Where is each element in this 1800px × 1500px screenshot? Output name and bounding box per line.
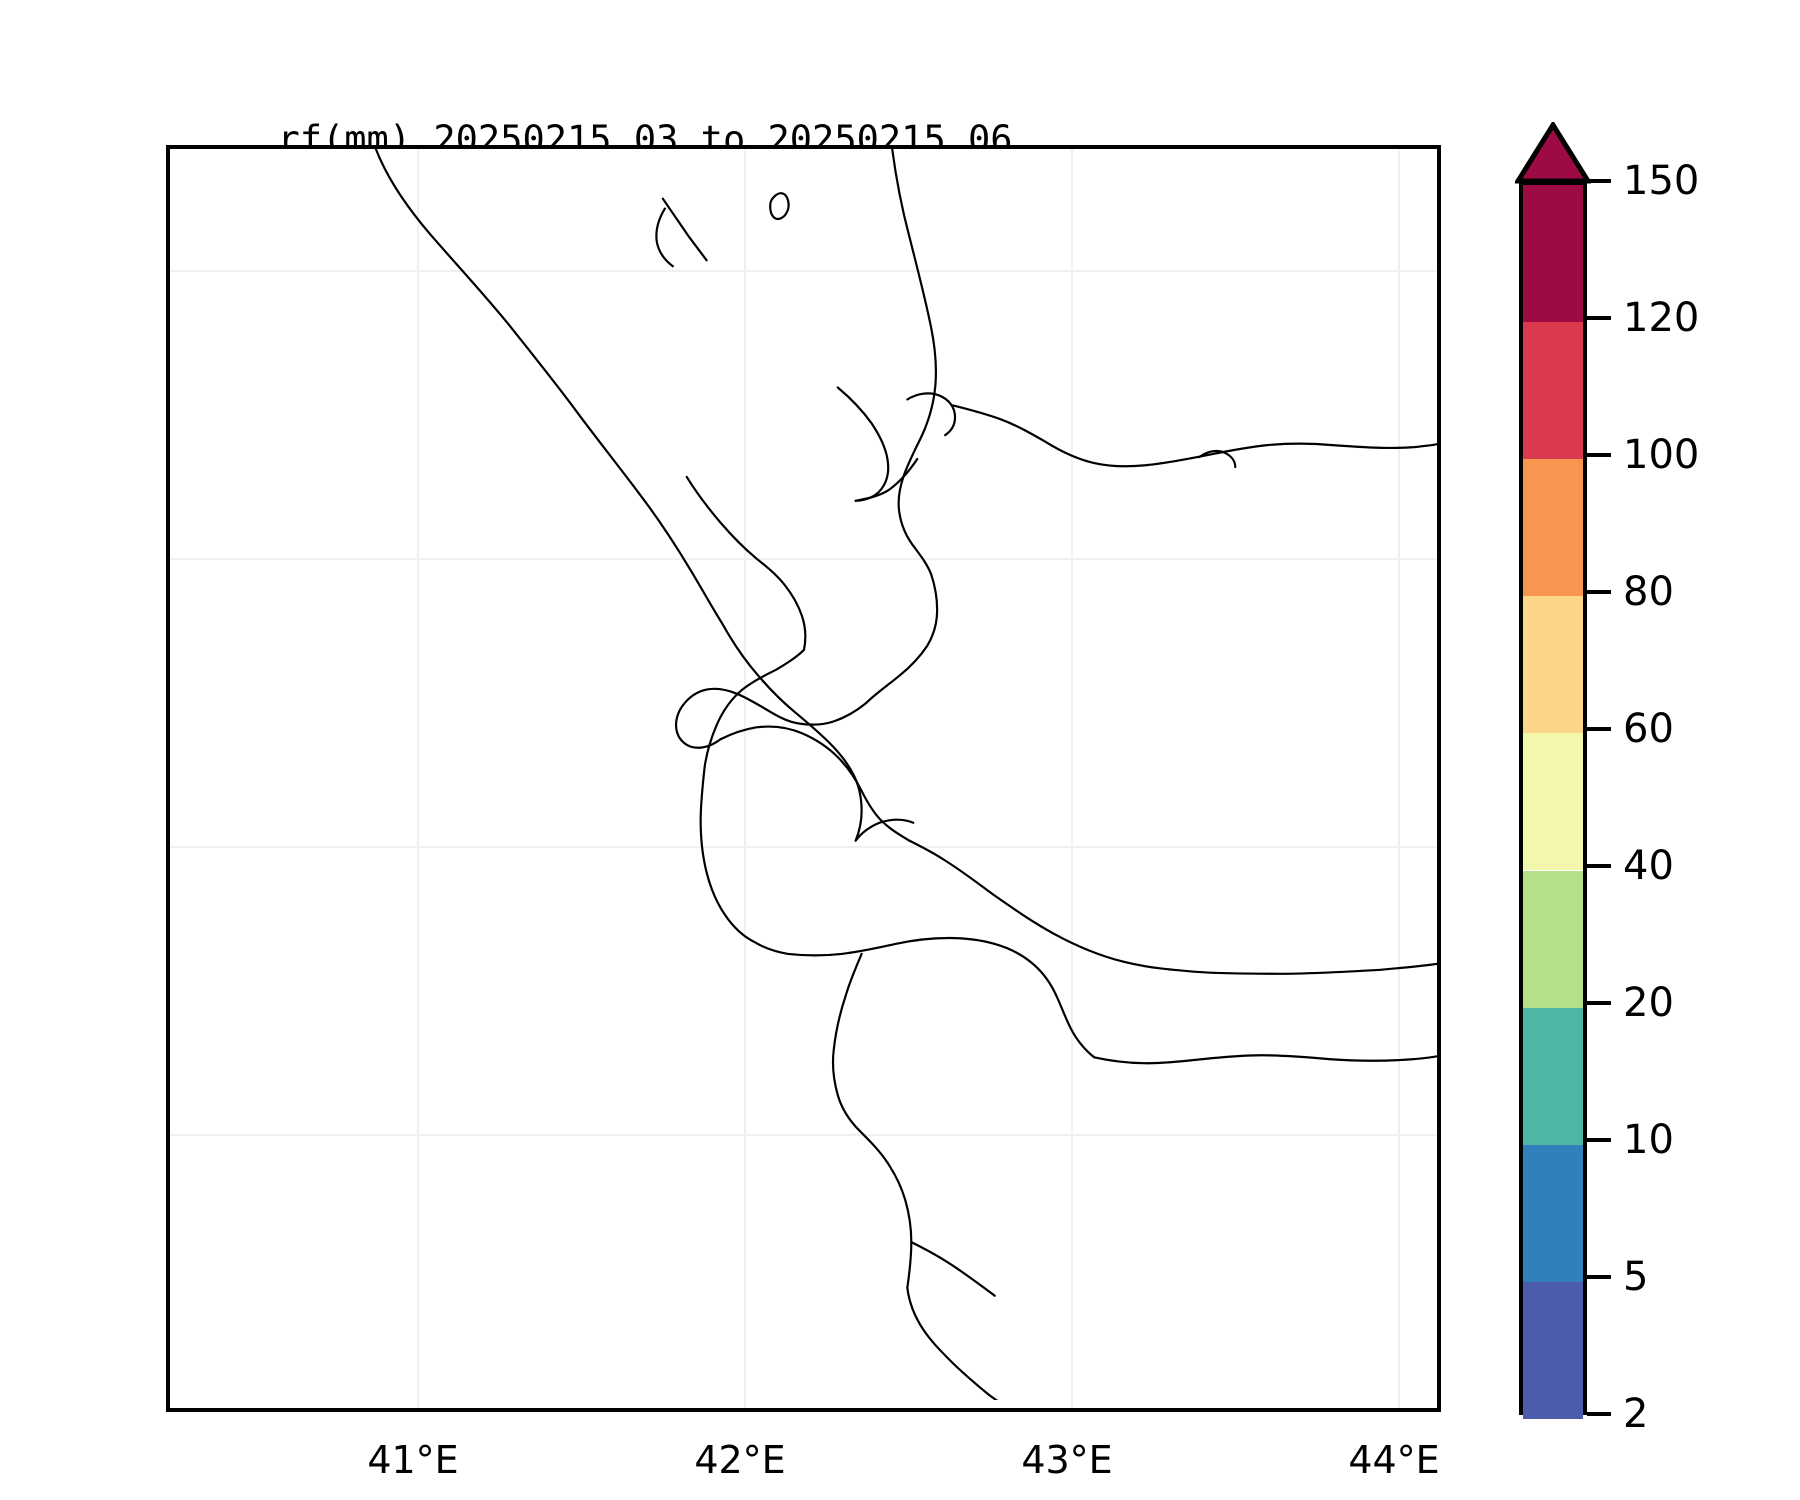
border-ethiopia-djibouti-south	[786, 936, 996, 957]
gridline-lat-11	[170, 846, 1437, 848]
gridline-lat-13	[170, 270, 1437, 272]
x-tick-label-42E: 42°E	[694, 1438, 786, 1482]
colorbar-segment-80-100	[1523, 459, 1583, 597]
colorbar-segment-60-80	[1523, 596, 1583, 734]
colorbar[interactable]	[1519, 181, 1587, 1419]
coastline-bab-el-mandeb	[891, 149, 938, 576]
coastline-assab	[854, 457, 919, 502]
colorbar-label-100: 100	[1623, 432, 1700, 478]
coastline-detail-inlet	[655, 207, 674, 268]
border-ethiopia-djibouti-north	[703, 648, 806, 769]
colorbar-label-80: 80	[1623, 569, 1674, 615]
colorbar-label-10: 10	[1623, 1117, 1674, 1163]
colorbar-segment-5-10	[1523, 1144, 1583, 1282]
coastline-arabian-inlet-1	[906, 392, 957, 437]
colorbar-label-60: 60	[1623, 706, 1674, 752]
colorbar-tick-10	[1587, 1138, 1611, 1142]
colorbar-tick-100	[1587, 453, 1611, 457]
colorbar-tick-60	[1587, 727, 1611, 731]
colorbar-tick-20	[1587, 1001, 1611, 1005]
coastline-overlay	[374, 149, 1437, 1401]
x-tick-label-41E: 41°E	[367, 1438, 459, 1482]
border-somaliland-east-arc	[1093, 1054, 1437, 1065]
border-ethiopia-djibouti-west	[699, 766, 790, 956]
gridline-lat-12	[170, 558, 1437, 560]
colorbar-label-120: 120	[1623, 295, 1700, 341]
colorbar-segment-2-5	[1523, 1281, 1583, 1419]
border-ethiopia-eritrea	[685, 475, 807, 651]
gridline-lon-41	[417, 149, 419, 1408]
coastline-gulf-of-aden	[908, 839, 1437, 975]
border-djibouti-somaliland	[993, 942, 1096, 1059]
colorbar-tick-120	[1587, 316, 1611, 320]
colorbar-label-40: 40	[1623, 843, 1674, 889]
coastline-tadjoura-south	[674, 704, 722, 749]
colorbar-tick-5	[1587, 1275, 1611, 1279]
map-axes[interactable]	[166, 145, 1441, 1412]
island-dahlak	[769, 192, 790, 221]
coastline-arabian-peninsula	[951, 404, 1437, 468]
colorbar-segment-20-40	[1523, 870, 1583, 1008]
gridline-lon-43	[1071, 149, 1073, 1408]
coastline-ghoubbet	[681, 687, 768, 711]
colorbar-label-5: 5	[1623, 1254, 1649, 1300]
coastline-arabian-inlet-2	[1198, 449, 1237, 469]
x-tick-label-43E: 43°E	[1021, 1438, 1113, 1482]
border-ethiopia-somaliland-north	[831, 952, 863, 1132]
colorbar-segment-10-20	[1523, 1007, 1583, 1145]
colorbar-arrow-shape	[1515, 122, 1591, 184]
colorbar-segment-40-60	[1523, 733, 1583, 871]
coastline-gulf-of-tadjoura-north	[864, 573, 939, 705]
gridline-lon-42	[744, 149, 746, 1408]
colorbar-segment-120-150	[1523, 185, 1583, 323]
gridline-lon-44	[1398, 149, 1400, 1408]
colorbar-tick-40	[1587, 864, 1611, 868]
colorbar-tick-150	[1587, 179, 1611, 183]
border-ethiopia-somaliland-south	[906, 1286, 999, 1401]
colorbar-tick-2	[1587, 1412, 1611, 1416]
map-canvas	[170, 149, 1437, 1408]
colorbar-extend-max-arrow	[1515, 122, 1591, 184]
colorbar-tick-80	[1587, 590, 1611, 594]
border-southeast-segment	[910, 1240, 996, 1297]
colorbar-label-2: 2	[1623, 1391, 1649, 1437]
border-ethiopia-somaliland-mid	[858, 1129, 913, 1289]
coastline-djibouti-southeast	[836, 756, 911, 842]
coastline-buri-peninsula	[836, 386, 890, 502]
colorbar-label-20: 20	[1623, 980, 1674, 1026]
coastline-tadjoura-south-east	[719, 725, 839, 759]
colorbar-segment-100-120	[1523, 322, 1583, 460]
coastline-red-sea-west	[374, 149, 863, 842]
coastline-red-sea-east	[854, 818, 915, 842]
coastline-tadjoura-inner	[765, 702, 867, 726]
coastline-detail-upper	[661, 197, 708, 262]
x-tick-label-44E: 44°E	[1348, 1438, 1440, 1482]
gridline-lat-10	[170, 1134, 1437, 1136]
colorbar-label-150: 150	[1623, 158, 1700, 204]
